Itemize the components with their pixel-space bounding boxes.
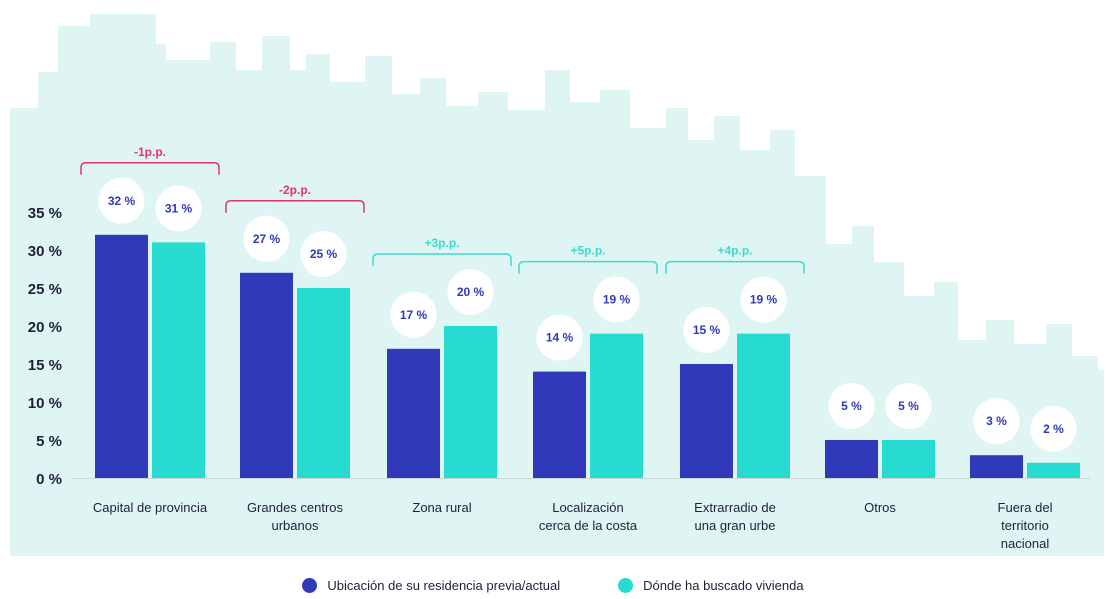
difference-bracket bbox=[518, 260, 658, 274]
bar-series-1 bbox=[387, 348, 440, 478]
value-bubble bbox=[447, 269, 494, 315]
legend-label-series-1: Ubicación de su residencia previa/actual bbox=[327, 578, 561, 593]
bar-series-1 bbox=[533, 371, 586, 478]
category-label: Capital de provincia bbox=[93, 500, 208, 515]
difference-label: +5p.p. bbox=[570, 244, 605, 258]
y-tick-label: 25 % bbox=[28, 281, 62, 298]
legend: Ubicación de su residencia previa/actual… bbox=[0, 578, 1106, 593]
y-tick-label: 15 % bbox=[28, 357, 62, 374]
value-label: 3 % bbox=[986, 414, 1007, 428]
value-label: 31 % bbox=[165, 201, 193, 215]
bar-series-1 bbox=[95, 234, 148, 478]
value-label: 27 % bbox=[253, 232, 281, 246]
bar-series-2 bbox=[297, 288, 350, 478]
category-label: Otros bbox=[864, 500, 896, 515]
value-label: 32 % bbox=[108, 194, 136, 208]
value-label: 20 % bbox=[457, 285, 485, 299]
value-label: 17 % bbox=[400, 308, 428, 322]
value-label: 19 % bbox=[603, 293, 631, 307]
y-tick-label: 10 % bbox=[28, 395, 62, 412]
legend-swatch-series-2 bbox=[618, 578, 634, 593]
category-label: Grandes centros urbanos bbox=[247, 500, 344, 533]
bar-series-2 bbox=[882, 440, 935, 478]
legend-label-series-2: Dónde ha buscado vivienda bbox=[643, 578, 804, 593]
category-label-line: Extrarradio de bbox=[694, 500, 776, 515]
bar-series-1 bbox=[970, 455, 1023, 478]
bar-series-1 bbox=[680, 364, 733, 478]
legend-item-series-1: Ubicación de su residencia previa/actual bbox=[302, 578, 560, 593]
value-label: 19 % bbox=[750, 293, 778, 307]
y-tick-label: 20 % bbox=[28, 319, 62, 336]
category-label-line: territorio bbox=[1001, 518, 1049, 533]
category-label-line: nacional bbox=[1001, 536, 1050, 551]
bar-series-2 bbox=[1027, 462, 1080, 478]
bar-series-2 bbox=[152, 242, 205, 478]
category-label-line: una gran urbe bbox=[695, 518, 776, 533]
value-label: 5 % bbox=[898, 399, 919, 413]
category-label: Extrarradio de una gran urbe bbox=[694, 500, 776, 533]
y-tick-label: 5 % bbox=[36, 433, 62, 450]
y-tick-label: 30 % bbox=[28, 243, 62, 260]
legend-swatch-series-1 bbox=[302, 578, 318, 593]
y-tick-label: 0 % bbox=[36, 471, 62, 488]
bar-series-1 bbox=[825, 440, 878, 478]
difference-bracket bbox=[225, 200, 365, 213]
difference-label: +3p.p. bbox=[424, 236, 459, 250]
value-label: 14 % bbox=[546, 331, 574, 345]
legend-item-series-2: Dónde ha buscado vivienda bbox=[618, 578, 804, 593]
bar-series-2 bbox=[737, 333, 790, 478]
value-bubble bbox=[155, 185, 202, 232]
value-bubble bbox=[98, 177, 145, 224]
value-bubble bbox=[243, 215, 290, 262]
value-bubble bbox=[300, 231, 347, 277]
category-label-line: Localización bbox=[552, 500, 624, 515]
bar-series-1 bbox=[240, 272, 293, 478]
category-label: Fuera del territorio nacional bbox=[998, 500, 1053, 551]
value-bubble bbox=[536, 314, 583, 361]
difference-label: +4p.p. bbox=[717, 244, 752, 258]
value-label: 5 % bbox=[841, 399, 862, 413]
category-label: Localización cerca de la costa bbox=[539, 500, 638, 533]
category-label-line: urbanos bbox=[272, 518, 319, 533]
difference-bracket bbox=[665, 260, 805, 274]
value-bubble bbox=[1030, 405, 1077, 452]
difference-bracket bbox=[372, 253, 512, 266]
y-tick-label: 35 % bbox=[28, 205, 62, 222]
category-label: Zona rural bbox=[412, 500, 471, 515]
category-label-line: Grandes centros bbox=[247, 500, 344, 515]
category-label-line: Otros bbox=[864, 500, 896, 515]
value-bubble bbox=[973, 398, 1020, 445]
value-bubble bbox=[390, 291, 437, 338]
bar-series-2 bbox=[444, 326, 497, 478]
value-label: 15 % bbox=[693, 323, 721, 337]
value-bubble bbox=[683, 307, 730, 353]
category-label-line: Zona rural bbox=[412, 500, 471, 515]
value-bubble bbox=[828, 383, 875, 429]
value-label: 25 % bbox=[310, 247, 338, 261]
bar-series-2 bbox=[590, 333, 643, 478]
category-label-line: Capital de provincia bbox=[93, 500, 208, 515]
value-bubble bbox=[740, 276, 787, 323]
difference-label: -2p.p. bbox=[279, 183, 311, 197]
difference-label: -1p.p. bbox=[134, 145, 166, 159]
value-label: 2 % bbox=[1043, 422, 1064, 436]
value-bubble bbox=[593, 276, 640, 323]
category-label-line: Fuera del bbox=[998, 500, 1053, 515]
category-label-line: cerca de la costa bbox=[539, 518, 638, 533]
difference-bracket bbox=[80, 162, 220, 175]
value-bubble bbox=[885, 383, 932, 429]
